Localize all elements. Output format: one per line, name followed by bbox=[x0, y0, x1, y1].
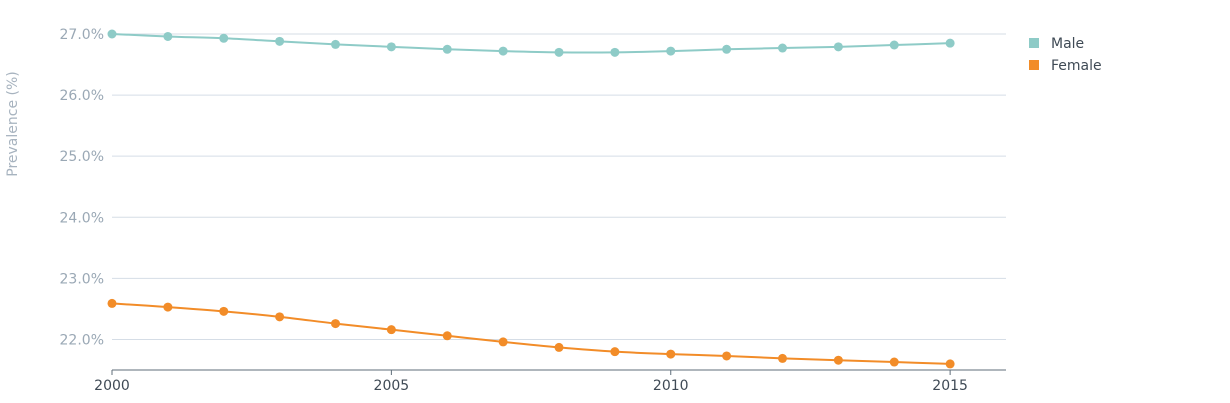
legend-label: Male bbox=[1051, 36, 1084, 52]
series-line bbox=[111, 33, 951, 54]
y-tick-label: 25.0% bbox=[60, 149, 104, 165]
legend-label: Female bbox=[1051, 58, 1102, 74]
legend-item-female[interactable]: Female bbox=[1029, 58, 1102, 74]
y-tick-label: 24.0% bbox=[60, 210, 104, 226]
data-point[interactable] bbox=[554, 47, 564, 57]
y-axis-label: Prevalence (%) bbox=[5, 71, 21, 177]
y-tick-label: 23.0% bbox=[60, 271, 104, 287]
data-point[interactable] bbox=[331, 39, 340, 49]
legend-swatch bbox=[1029, 60, 1039, 70]
data-point[interactable] bbox=[386, 42, 396, 52]
x-tick-label: 2015 bbox=[932, 378, 968, 394]
data-point[interactable] bbox=[945, 38, 955, 48]
y-tick-label: 26.0% bbox=[60, 88, 104, 104]
data-point[interactable] bbox=[442, 44, 452, 54]
data-point[interactable] bbox=[889, 357, 899, 367]
data-point[interactable] bbox=[498, 337, 508, 347]
x-tick-label: 2005 bbox=[374, 378, 410, 394]
data-point[interactable] bbox=[275, 312, 285, 322]
data-point[interactable] bbox=[945, 359, 955, 369]
data-point[interactable] bbox=[833, 42, 843, 52]
data-point[interactable] bbox=[778, 353, 787, 363]
data-point[interactable] bbox=[219, 306, 229, 316]
series-line bbox=[111, 302, 951, 365]
data-point[interactable] bbox=[833, 355, 843, 365]
data-point[interactable] bbox=[163, 302, 173, 312]
data-point[interactable] bbox=[610, 47, 620, 57]
data-point[interactable] bbox=[275, 36, 285, 46]
series-male bbox=[107, 29, 955, 57]
data-point[interactable] bbox=[331, 319, 340, 329]
x-tick-label: 2000 bbox=[94, 378, 130, 394]
x-tick-label: 2010 bbox=[653, 378, 689, 394]
series bbox=[107, 29, 955, 369]
legend[interactable]: Male Female bbox=[1029, 36, 1102, 74]
y-tick-label: 27.0% bbox=[60, 27, 104, 43]
data-point[interactable] bbox=[666, 46, 676, 56]
legend-swatch bbox=[1029, 38, 1039, 48]
data-point[interactable] bbox=[219, 33, 229, 43]
series-female bbox=[107, 298, 955, 369]
data-point[interactable] bbox=[386, 325, 396, 335]
data-point[interactable] bbox=[778, 43, 787, 53]
data-point[interactable] bbox=[554, 342, 564, 352]
data-point[interactable] bbox=[722, 44, 732, 54]
data-point[interactable] bbox=[163, 31, 173, 41]
data-point[interactable] bbox=[107, 29, 117, 39]
data-point[interactable] bbox=[498, 46, 508, 56]
data-point[interactable] bbox=[610, 347, 620, 357]
data-point[interactable] bbox=[107, 298, 117, 308]
axes: 22.0% 23.0% 24.0% 25.0% 26.0% 27.0% 2000 2005 20… bbox=[60, 27, 1006, 394]
data-point[interactable] bbox=[722, 351, 732, 361]
gridlines bbox=[112, 33, 1006, 340]
data-point[interactable] bbox=[889, 40, 899, 50]
y-tick-label: 22.0% bbox=[60, 332, 104, 348]
data-point[interactable] bbox=[666, 349, 676, 359]
legend-item-male[interactable]: Male bbox=[1029, 36, 1084, 52]
data-point[interactable] bbox=[442, 331, 452, 341]
